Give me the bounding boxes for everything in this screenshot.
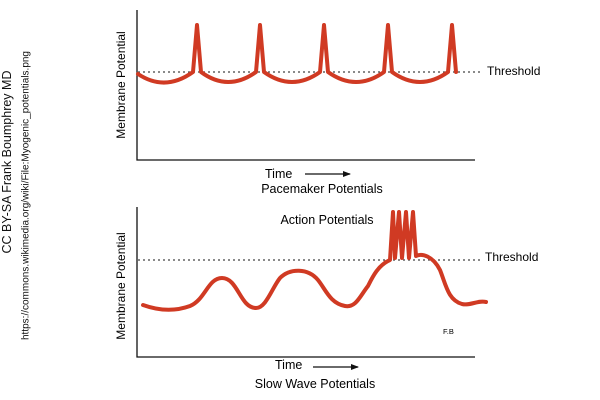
top-axes: [136, 10, 475, 161]
bottom-ylabel: Membrane Potential: [114, 232, 128, 339]
bottom-caption: Slow Wave Potentials: [255, 377, 375, 391]
bottom-axes: [136, 207, 475, 358]
top-caption: Pacemaker Potentials: [261, 182, 383, 196]
bottom-xlabel: Time: [275, 358, 302, 372]
top-ylabel: Membrane Potential: [114, 31, 128, 138]
author-initials: F.B: [443, 327, 454, 336]
top-panel: Threshold Membrane Potential Time Pacema…: [114, 10, 540, 196]
slow-wave-trace: [141, 210, 488, 312]
top-threshold-label: Threshold: [487, 64, 540, 78]
bottom-threshold-label: Threshold: [485, 250, 538, 264]
bottom-panel: Threshold Action Potentials Membrane Pot…: [114, 207, 538, 391]
top-xlabel: Time: [265, 167, 292, 181]
pacemaker-trace: [136, 23, 458, 85]
action-potentials-label: Action Potentials: [280, 213, 373, 227]
